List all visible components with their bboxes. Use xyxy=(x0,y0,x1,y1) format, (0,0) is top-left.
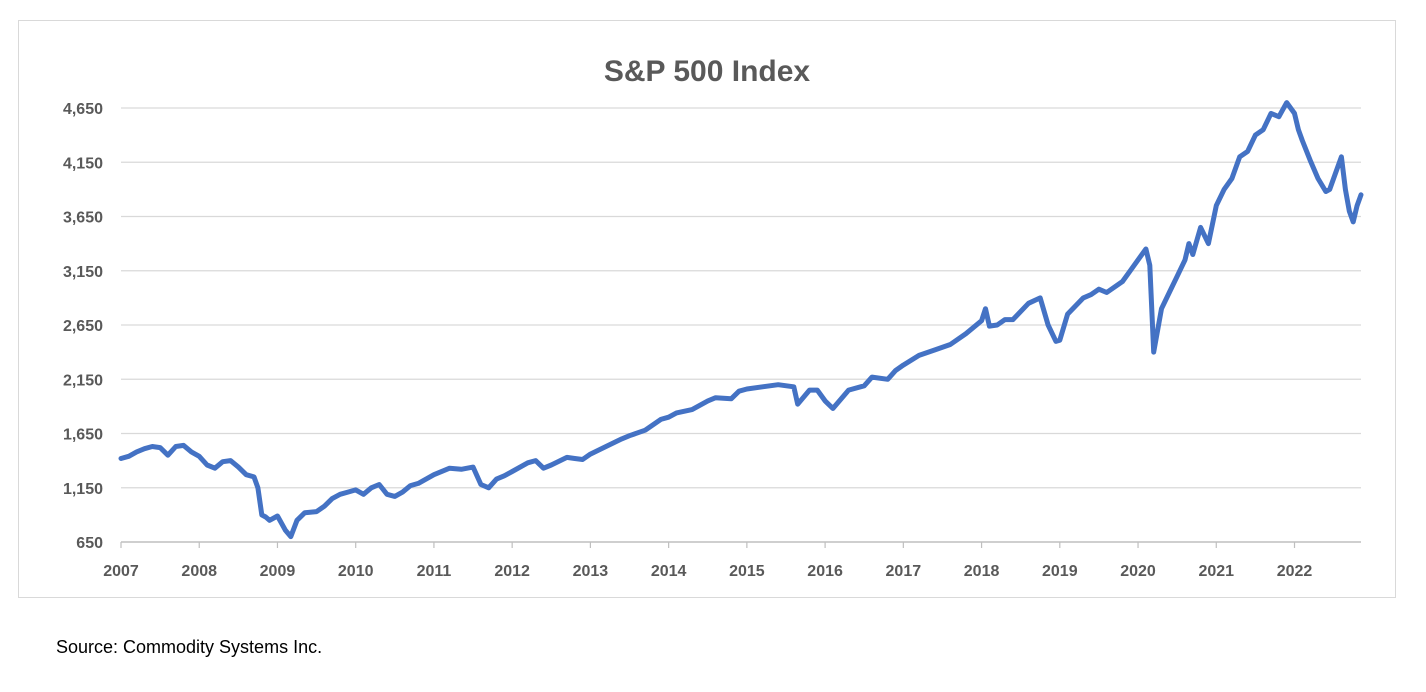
y-tick-label: 3,150 xyxy=(63,264,103,281)
x-tick-label: 2008 xyxy=(181,563,217,580)
series-line xyxy=(118,100,1364,540)
chart-frame xyxy=(18,20,1396,598)
y-tick-label: 4,150 xyxy=(63,155,103,172)
x-tick-label: 2014 xyxy=(651,563,687,580)
y-tick-label: 1,150 xyxy=(63,481,103,498)
x-tick-label: 2018 xyxy=(964,563,1000,580)
source-note: Source: Commodity Systems Inc. xyxy=(56,637,323,657)
gridlines xyxy=(121,107,1361,489)
y-tick-label: 1,650 xyxy=(63,427,103,444)
x-tick-label: 2021 xyxy=(1198,563,1234,580)
y-tick-label: 2,650 xyxy=(63,318,103,335)
x-tick-label: 2013 xyxy=(573,563,609,580)
x-tick-label: 2019 xyxy=(1042,563,1078,580)
x-axis: 2007 2008 2009 2010 2011 2012 2013 2014 2015 2016… xyxy=(103,541,1361,580)
y-axis-ticks: 650 1,150 1,650 2,150 2,650 3,150 3,650 4,150 4,… xyxy=(63,101,103,552)
x-tick-label: 2009 xyxy=(260,563,296,580)
x-tick-label: 2010 xyxy=(338,563,374,580)
series-group xyxy=(118,100,1364,540)
x-tick-label: 2016 xyxy=(807,563,843,580)
x-tick-label: 2017 xyxy=(886,563,922,580)
y-tick-label: 4,650 xyxy=(63,101,103,118)
x-tick-label: 2022 xyxy=(1277,563,1313,580)
y-tick-label: 650 xyxy=(76,535,103,552)
x-tick-label: 2007 xyxy=(103,563,139,580)
x-tick-label: 2015 xyxy=(729,563,765,580)
x-tick-label: 2012 xyxy=(494,563,530,580)
x-tick-label: 2011 xyxy=(417,563,452,580)
x-tick-label: 2020 xyxy=(1120,563,1156,580)
chart-title: S&P 500 Index xyxy=(604,55,811,88)
y-tick-label: 2,150 xyxy=(63,372,103,389)
y-tick-label: 3,650 xyxy=(63,210,103,227)
